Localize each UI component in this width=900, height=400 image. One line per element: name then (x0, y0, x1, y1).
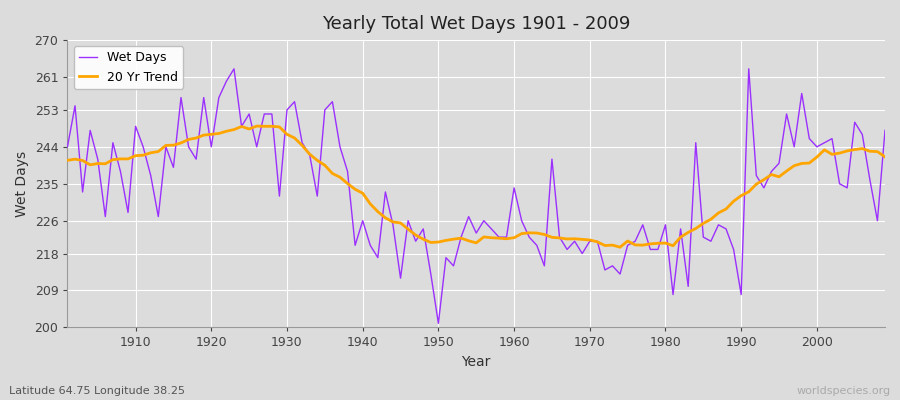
20 Yr Trend (122, 156, 133, 161)
Y-axis label: Wet Days: Wet Days (15, 151, 29, 217)
Wet Days (524, 235, 535, 240)
Wet Days (297, 140, 308, 145)
Wet Days (879, 128, 890, 133)
20 Yr Trend (297, 143, 308, 148)
20 Yr Trend (615, 245, 626, 250)
Wet Days (229, 66, 239, 71)
Text: Latitude 64.75 Longitude 38.25: Latitude 64.75 Longitude 38.25 (9, 386, 185, 396)
Wet Days (517, 218, 527, 223)
20 Yr Trend (508, 235, 519, 240)
Text: worldspecies.org: worldspecies.org (796, 386, 891, 396)
Title: Yearly Total Wet Days 1901 - 2009: Yearly Total Wet Days 1901 - 2009 (322, 15, 630, 33)
Wet Days (433, 321, 444, 326)
Wet Days (62, 144, 73, 149)
20 Yr Trend (342, 181, 353, 186)
Wet Days (342, 169, 353, 174)
Wet Days (122, 210, 133, 215)
20 Yr Trend (879, 154, 890, 159)
Line: Wet Days: Wet Days (68, 69, 885, 323)
20 Yr Trend (251, 124, 262, 128)
X-axis label: Year: Year (462, 355, 490, 369)
Line: 20 Yr Trend: 20 Yr Trend (68, 126, 885, 247)
Legend: Wet Days, 20 Yr Trend: Wet Days, 20 Yr Trend (74, 46, 184, 89)
Wet Days (615, 272, 626, 276)
20 Yr Trend (517, 231, 527, 236)
20 Yr Trend (608, 243, 618, 248)
20 Yr Trend (62, 158, 73, 163)
